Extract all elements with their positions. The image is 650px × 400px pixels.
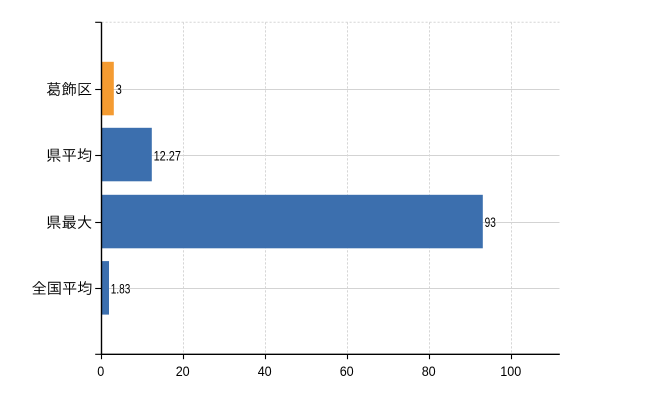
svg-text:93: 93 <box>485 214 496 230</box>
svg-text:12.27: 12.27 <box>154 147 182 163</box>
svg-text:20: 20 <box>176 363 190 379</box>
svg-text:40: 40 <box>258 363 272 379</box>
svg-text:100: 100 <box>500 363 521 379</box>
svg-text:60: 60 <box>340 363 354 379</box>
svg-text:0: 0 <box>97 363 104 379</box>
svg-text:1.83: 1.83 <box>111 281 131 297</box>
svg-text:3: 3 <box>116 81 122 97</box>
svg-text:80: 80 <box>422 363 436 379</box>
